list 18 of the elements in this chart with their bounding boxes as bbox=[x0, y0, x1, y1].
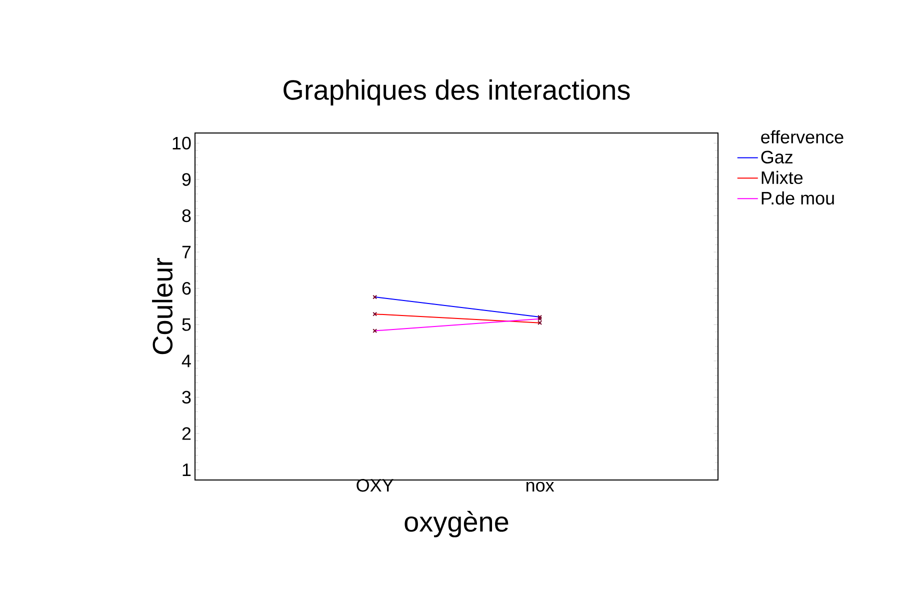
y-tick-label: 8 bbox=[182, 209, 191, 222]
y-tick-label: 6 bbox=[182, 282, 191, 295]
y-axis-title: Couleur bbox=[152, 258, 173, 354]
chart-title: Graphiques des interactions bbox=[284, 79, 630, 106]
legend-label: P.de mou bbox=[762, 191, 834, 205]
y-tick-label: 3 bbox=[182, 390, 191, 404]
y-tick-label: 1 bbox=[182, 464, 191, 476]
y-tick-label: 4 bbox=[182, 354, 191, 368]
y-tick-label: 9 bbox=[182, 173, 191, 186]
legend-label: Gaz bbox=[761, 150, 792, 164]
y-tick-label: 2 bbox=[182, 427, 191, 440]
x-axis-title: oxygène bbox=[404, 510, 508, 538]
y-tick-label: 5 bbox=[182, 318, 191, 331]
y-tick-label: 7 bbox=[182, 246, 191, 258]
x-tick-label: nox bbox=[526, 482, 554, 492]
legend-title: effervence bbox=[761, 130, 844, 144]
y-tick-label: 10 bbox=[172, 136, 191, 150]
legend-label: Mixte bbox=[762, 170, 803, 184]
